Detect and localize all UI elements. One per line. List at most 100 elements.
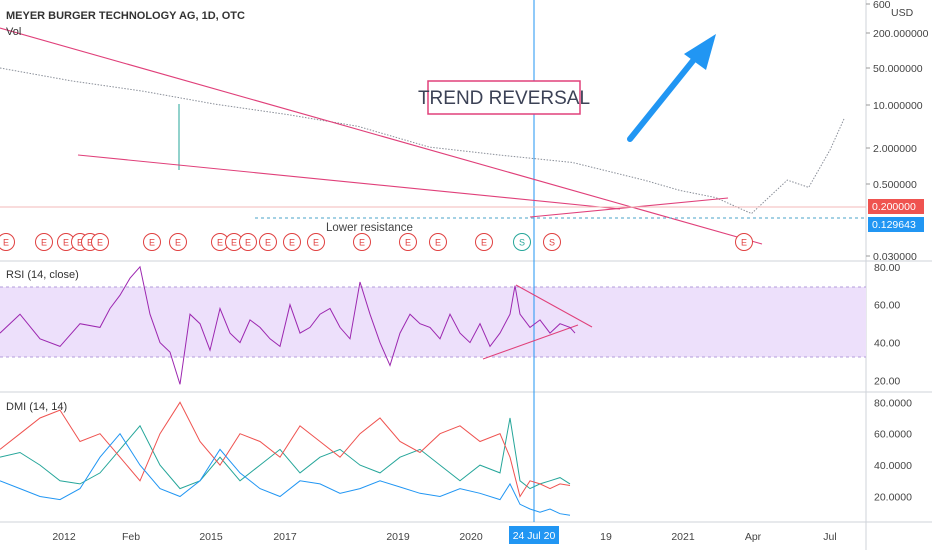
split-event-marker[interactable]: S [513, 233, 531, 251]
time-tick-label: 2017 [273, 531, 297, 543]
event-letter: E [313, 238, 319, 248]
event-circle [239, 233, 257, 251]
event-circle [259, 233, 277, 251]
event-letter: E [481, 238, 487, 248]
event-letter: E [265, 238, 271, 248]
time-tick-label: 2021 [671, 531, 695, 543]
dmi-tick-label: 60.0000 [874, 429, 912, 441]
earnings-event-marker[interactable]: E [0, 233, 15, 251]
earnings-event-marker[interactable]: E [35, 233, 53, 251]
rsi-tick-label: 20.00 [874, 376, 900, 388]
time-cursor-badge [509, 526, 559, 544]
time-tick-label: 2012 [52, 531, 76, 543]
dmi-label: DMI (14, 14) [6, 401, 67, 413]
rsi-line [0, 265, 576, 385]
earnings-event-marker[interactable]: E [143, 233, 161, 251]
dmi-tick-label: 40.0000 [874, 460, 912, 472]
rsi-label: RSI (14, close) [6, 269, 79, 281]
dmi-plus-line [0, 417, 571, 490]
currency-label: USD [891, 7, 914, 19]
event-circle [543, 233, 561, 251]
event-circle [307, 233, 325, 251]
lower-resistance-label: Lower resistance [326, 222, 413, 234]
rsi-trendline-lower [482, 324, 579, 360]
earnings-event-marker[interactable]: E [307, 233, 325, 251]
earnings-event-marker[interactable]: E [399, 233, 417, 251]
trendline-1 [0, 27, 763, 245]
symbol-title: MEYER BURGER TECHNOLOGY AG, 1D, OTC [6, 10, 245, 22]
rsi-series [0, 265, 576, 385]
event-circle [399, 233, 417, 251]
price-badge-red: 0.200000 [868, 199, 924, 214]
earnings-event-marker[interactable]: E [475, 233, 493, 251]
time-cursor-label: 24 Jul 20 [513, 530, 556, 542]
price-tick-label: 10.000000 [873, 100, 923, 112]
time-tick-label: 2015 [199, 531, 223, 543]
price-tick-label: 0.500000 [873, 179, 917, 191]
event-circle [735, 233, 753, 251]
earnings-event-marker[interactable]: E [353, 233, 371, 251]
dmi-tick-label: 80.0000 [874, 397, 912, 409]
price-tick-label: 2.000000 [873, 143, 917, 155]
rsi-tick-label: 80.00 [874, 262, 900, 274]
earnings-event-marker[interactable]: E [91, 233, 109, 251]
trend-reversal-text: TREND REVERSAL [418, 88, 590, 109]
price-tick-label: 600 [873, 0, 891, 11]
adx-line [0, 432, 571, 516]
event-circle [513, 233, 531, 251]
dmi-series [0, 401, 571, 516]
price-badge-blue-text: 0.129643 [872, 219, 916, 231]
event-circle [283, 233, 301, 251]
event-letter: E [87, 238, 93, 248]
event-letter: E [741, 238, 747, 248]
earnings-event-marker[interactable]: E [283, 233, 301, 251]
price-badge-blue: 0.129643 [868, 217, 924, 232]
event-circle [429, 233, 447, 251]
event-letter: E [231, 238, 237, 248]
event-letter: E [175, 238, 181, 248]
dmi-minus-line [0, 401, 571, 498]
price-tick-label: 200.000000 [873, 28, 929, 40]
event-letter: E [3, 238, 9, 248]
rsi-tick-label: 40.00 [874, 338, 900, 350]
price-axis: 600 200.000000 50.000000 10.000000 2.000000 0… [866, 0, 929, 263]
arrow-shaft [627, 49, 703, 142]
earnings-event-marker[interactable]: E [169, 233, 187, 251]
arrow-head [684, 34, 716, 70]
event-circle [353, 233, 371, 251]
event-letter: E [41, 238, 47, 248]
earnings-event-marker[interactable]: E [239, 233, 257, 251]
rsi-tick-label: 60.00 [874, 300, 900, 312]
event-letter: S [519, 238, 525, 248]
event-circle [169, 233, 187, 251]
event-letter: E [245, 238, 251, 248]
price-line [0, 67, 845, 215]
event-letter: E [63, 238, 69, 248]
event-letter: E [289, 238, 295, 248]
uptrend-arrow-icon [627, 34, 716, 142]
time-tick-label: 2020 [459, 531, 483, 543]
trendline-2 [77, 154, 621, 210]
time-tick-label: Jul [823, 531, 836, 543]
event-circle [0, 233, 15, 251]
dmi-tick-label: 20.0000 [874, 491, 912, 503]
event-circle [35, 233, 53, 251]
time-tick-label: 2019 [386, 531, 410, 543]
event-circle [475, 233, 493, 251]
rsi-band [0, 287, 866, 357]
time-axis: 2012 Feb 2015 2017 2019 2020 24 Jul 20 19 2021 Ap… [52, 526, 837, 544]
price-tick-label: 50.000000 [873, 63, 923, 75]
earnings-event-marker[interactable]: S [543, 233, 561, 251]
price-badge-red-text: 0.200000 [872, 201, 916, 213]
vol-label: Vol [6, 26, 21, 38]
trend-reversal-box [427, 80, 581, 115]
event-letter: E [217, 238, 223, 248]
earnings-event-marker[interactable]: E [259, 233, 277, 251]
rsi-axis: 80.00 60.00 40.00 20.00 [874, 262, 900, 388]
event-letter: E [405, 238, 411, 248]
event-letter: E [435, 238, 441, 248]
earnings-event-marker[interactable]: E [735, 233, 753, 251]
earnings-event-marker[interactable]: E [429, 233, 447, 251]
